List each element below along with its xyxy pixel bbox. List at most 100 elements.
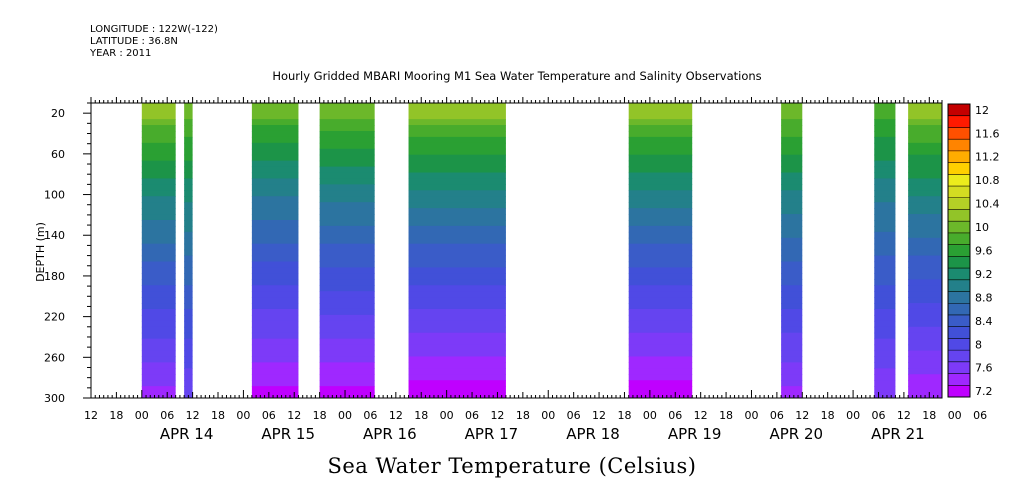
data-cell [781, 392, 803, 398]
data-cell [251, 119, 299, 126]
colorbar-frame [947, 103, 971, 398]
data-cell [408, 178, 506, 185]
data-cell [408, 225, 506, 233]
data-cell [319, 130, 375, 138]
data-cell [628, 380, 693, 387]
data-cell [781, 308, 803, 316]
data-cell [908, 178, 942, 185]
data-cell [408, 273, 506, 280]
x-hour-label: 12 [84, 409, 98, 422]
data-cell [319, 136, 375, 144]
x-hour-label: 06 [973, 409, 987, 422]
data-cell [628, 362, 693, 369]
colorbar-swatch [948, 174, 970, 187]
data-block [628, 103, 693, 398]
data-cell [184, 279, 193, 286]
data-cell [908, 297, 942, 304]
data-cell [628, 392, 693, 398]
data-cell [251, 380, 299, 387]
data-cell [874, 184, 896, 191]
data-cell [184, 243, 193, 251]
colorbar-swatch [948, 361, 970, 375]
data-cell [184, 386, 193, 393]
data-cell [628, 368, 693, 375]
data-cell [141, 142, 176, 150]
data-cell [628, 103, 693, 120]
data-cell [141, 243, 176, 251]
data-cell [184, 344, 193, 352]
data-cell [908, 374, 942, 381]
data-cell [908, 202, 942, 209]
colorbar-label: 11.6 [975, 127, 1000, 140]
data-cell [184, 160, 193, 168]
data-cell [319, 291, 375, 298]
data-cell [408, 303, 506, 310]
data-cell [874, 362, 896, 369]
data-cell [874, 103, 896, 120]
x-hour-label: 12 [389, 409, 403, 422]
data-cell [874, 125, 896, 132]
data-cell [184, 119, 193, 126]
data-cell [628, 214, 693, 221]
data-cell [251, 196, 299, 203]
data-cell [141, 255, 176, 263]
data-cell [141, 308, 176, 316]
data-cell [251, 208, 299, 215]
data-cell [251, 243, 299, 251]
data-cell [874, 297, 896, 304]
data-cell [184, 130, 193, 138]
data-cell [251, 125, 299, 132]
data-cell [628, 219, 693, 227]
data-cell [781, 136, 803, 144]
y-tick-label: 100 [44, 189, 65, 202]
data-cell [141, 303, 176, 310]
data-cell [628, 374, 693, 381]
data-cell [874, 374, 896, 381]
data-cell [781, 142, 803, 150]
data-cell [141, 332, 176, 340]
data-cell [628, 350, 693, 358]
x-hour-label: 18 [922, 409, 936, 422]
data-cell [908, 119, 942, 126]
data-cell [251, 320, 299, 328]
data-cell [408, 392, 506, 398]
data-cell [408, 308, 506, 316]
x-hour-label: 12 [186, 409, 200, 422]
data-cell [908, 148, 942, 156]
data-cell [251, 255, 299, 263]
data-cell [781, 184, 803, 191]
data-cell [408, 386, 506, 393]
data-cell [184, 368, 193, 375]
data-cell [251, 237, 299, 245]
data-block [319, 103, 375, 398]
data-cell [781, 202, 803, 209]
colorbar-label: 12 [975, 104, 989, 117]
x-day-label: APR 18 [566, 425, 620, 443]
data-cell [251, 130, 299, 138]
colorbar-swatch [948, 303, 970, 316]
data-cell [628, 344, 693, 352]
data-cell [874, 344, 896, 352]
data-cell [874, 320, 896, 328]
data-cell [628, 119, 693, 126]
y-tick-label: 260 [44, 351, 65, 364]
data-cell [184, 356, 193, 363]
data-cell [141, 154, 176, 162]
data-cell [408, 119, 506, 126]
data-cell [319, 285, 375, 292]
data-cell [319, 362, 375, 369]
data-cell [908, 249, 942, 257]
data-cell [908, 172, 942, 180]
data-cell [408, 125, 506, 132]
data-cell [184, 374, 193, 381]
data-cell [628, 303, 693, 310]
data-cell [408, 267, 506, 274]
data-cell [408, 314, 506, 322]
data-cell [628, 338, 693, 346]
x-day-label: APR 15 [261, 425, 315, 443]
data-cell [628, 130, 693, 138]
data-cell [251, 231, 299, 239]
data-cell [141, 297, 176, 304]
data-cell [781, 231, 803, 239]
data-cell [141, 190, 176, 197]
